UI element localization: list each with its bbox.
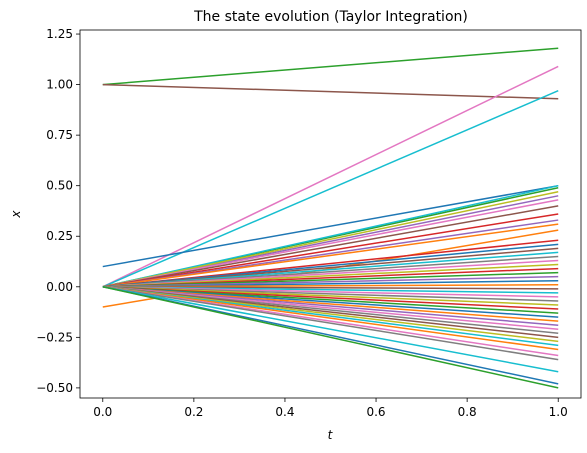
series-line-1 <box>102 47 559 86</box>
y-axis-label: x <box>9 210 23 219</box>
y-tick-label: −0.50 <box>36 381 73 395</box>
y-axis-ticks: −0.50 −0.25 0.00 0.25 0.50 0.75 1.00 1.25 <box>36 27 80 395</box>
x-axis-label: t <box>328 428 334 442</box>
series-line-2 <box>102 83 559 100</box>
series-line-46 <box>102 286 559 373</box>
series-line-5 <box>102 184 559 268</box>
series-line-48 <box>102 286 559 389</box>
series-line-4 <box>102 89 559 288</box>
y-tick-label: 0.25 <box>46 229 73 243</box>
y-tick-label: −0.25 <box>36 330 73 344</box>
series-line-43 <box>102 286 559 351</box>
chart-title: The state evolution (Taylor Integration) <box>193 9 468 25</box>
y-tick-label: 1.00 <box>46 78 73 92</box>
series-line-13 <box>102 213 559 288</box>
series-line-15 <box>102 223 559 288</box>
y-tick-label: 0.75 <box>46 128 73 142</box>
x-tick-label: 0.6 <box>366 405 385 419</box>
x-tick-label: 0.8 <box>458 405 477 419</box>
y-tick-label: 0.00 <box>46 280 73 294</box>
x-tick-label: 0.2 <box>184 405 203 419</box>
series-line-45 <box>102 286 559 361</box>
x-axis-ticks: 0.0 0.2 0.4 0.6 0.8 1.0 <box>93 398 568 419</box>
series-line-12 <box>102 205 559 288</box>
x-tick-label: 0.0 <box>93 405 112 419</box>
series-line-8 <box>102 184 559 288</box>
series-line-11 <box>102 199 559 288</box>
x-tick-label: 1.0 <box>549 405 568 419</box>
plot-frame <box>79 29 582 399</box>
series-line-10 <box>102 191 559 288</box>
y-tick-label: 0.50 <box>46 179 73 193</box>
x-tick-label: 0.4 <box>275 405 294 419</box>
y-tick-label: 1.25 <box>46 27 73 41</box>
series-line-3 <box>102 65 559 288</box>
plot-lines <box>102 47 559 389</box>
